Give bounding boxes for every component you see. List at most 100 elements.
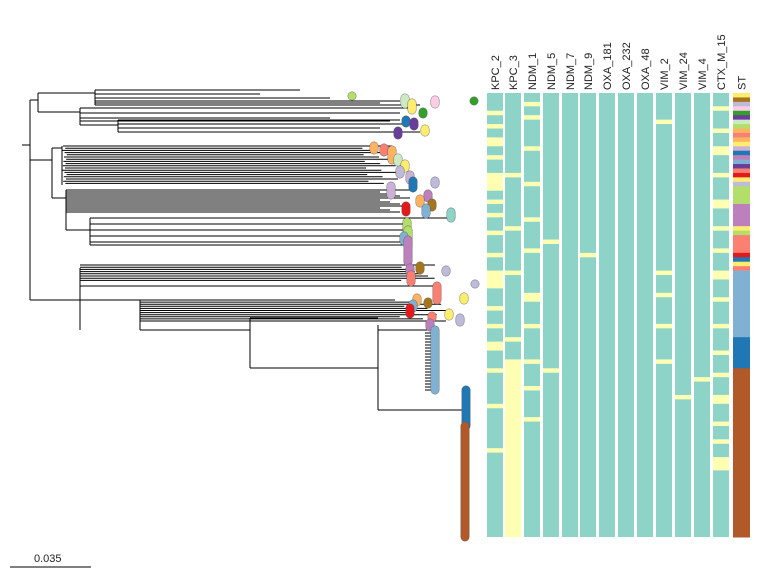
heatmap-cell (524, 386, 540, 391)
heatmap-cell (543, 239, 559, 244)
tip-cluster (430, 176, 440, 189)
heatmap-cell (524, 323, 540, 329)
tip-cluster (409, 117, 419, 131)
st-block (733, 230, 750, 236)
heatmap-cell (505, 359, 521, 537)
tip-cluster (441, 265, 451, 277)
heatmap-cell (487, 124, 503, 129)
st-block (733, 128, 750, 134)
tip-cluster (415, 194, 425, 208)
heatmap-cell (487, 212, 503, 218)
heatmap-cell (713, 146, 729, 156)
st-block (733, 261, 750, 267)
column-label: NDM_9 (583, 53, 595, 90)
st-block (733, 226, 750, 232)
column-label: NDM_7 (565, 53, 577, 90)
heatmap-column (656, 93, 672, 537)
st-block (733, 235, 750, 254)
st-block (733, 270, 750, 338)
tip-cluster (401, 201, 411, 217)
st-block (733, 110, 750, 116)
column-labels: KPC_2 KPC_3 NDM_1 NDM_5 NDM_7 NDM_9 OXA_181 OXA… (490, 34, 749, 90)
heatmap-cell (656, 292, 672, 298)
phylogenetic-tree (22, 89, 464, 537)
st-block (733, 101, 750, 107)
st-block (733, 93, 750, 98)
heatmap-cell (524, 359, 540, 364)
heatmap-cell (487, 252, 503, 258)
heatmap-column (580, 93, 596, 537)
heatmap-cell (487, 323, 503, 329)
st-block (733, 159, 750, 165)
st-block (733, 106, 750, 112)
st-block (733, 97, 750, 103)
heatmap-cell (694, 377, 710, 382)
heatmap-cell (713, 297, 729, 302)
heatmap-cell (487, 172, 503, 191)
tip-cluster (421, 203, 431, 219)
heatmap-cell (713, 248, 729, 253)
heatmap-cell (713, 421, 729, 426)
heatmap-cell (524, 101, 540, 107)
tip-cluster (386, 181, 396, 200)
st-block (733, 350, 750, 369)
heatmap-cell (524, 292, 540, 302)
heatmap-cell (656, 119, 672, 125)
heatmap-cell (487, 306, 503, 311)
heatmap-cell (487, 110, 503, 116)
heatmap-cell (543, 368, 559, 373)
heatmap-cell (524, 146, 540, 151)
heatmap-column (618, 93, 634, 537)
tip-cluster (432, 281, 442, 305)
heatmap-cell (713, 128, 729, 133)
tip-cluster (405, 303, 415, 319)
tip-point (470, 279, 480, 289)
tip-cluster (415, 261, 425, 275)
st-block (733, 115, 750, 121)
st-block (733, 124, 750, 130)
heatmap-cell (505, 270, 521, 276)
st-block (733, 186, 750, 205)
tip-cluster (401, 115, 411, 128)
heatmap-cell (713, 106, 729, 111)
heatmap-cell (713, 372, 729, 378)
st-block (733, 141, 750, 147)
heatmap-cell (656, 359, 672, 364)
tip-cluster (403, 235, 413, 267)
heatmap-cell (487, 341, 503, 351)
tip-cluster (460, 421, 470, 542)
column-label: OXA_48 (640, 48, 652, 90)
heatmap-cell (505, 337, 521, 342)
heatmap-cell (487, 199, 503, 204)
heatmap-cell (713, 270, 729, 280)
heatmap-cell (524, 181, 540, 187)
column-label: CTX_M_15 (716, 34, 728, 90)
st-block (733, 177, 750, 183)
tip-cluster (395, 165, 405, 179)
column-label: NDM_1 (527, 53, 539, 90)
heatmap-cell (713, 439, 729, 444)
heatmap-column (543, 93, 559, 537)
st-block (733, 368, 750, 538)
tip-point (469, 96, 479, 106)
heatmap-column (694, 93, 710, 537)
heatmap-column (599, 93, 615, 537)
tip-point (347, 91, 357, 101)
heatmap-cell (713, 226, 729, 231)
column-label: NDM_5 (546, 53, 558, 90)
heatmap-cell (713, 457, 729, 471)
heatmap-cell (524, 417, 540, 422)
scale-bar-label: 0.035 (34, 553, 62, 565)
tip-cluster (444, 308, 454, 321)
st-block (733, 137, 750, 143)
heatmap-column (562, 93, 578, 537)
st-block (733, 164, 750, 169)
heatmap-column (675, 93, 691, 537)
st-block (733, 155, 750, 161)
heatmap-cell (487, 137, 503, 147)
scale-bar: 0.035 (10, 553, 91, 568)
heatmap-cell (580, 252, 596, 258)
column-label: ST (737, 76, 749, 90)
column-label: VIM_2 (659, 58, 671, 90)
column-label: VIM_4 (697, 58, 709, 90)
